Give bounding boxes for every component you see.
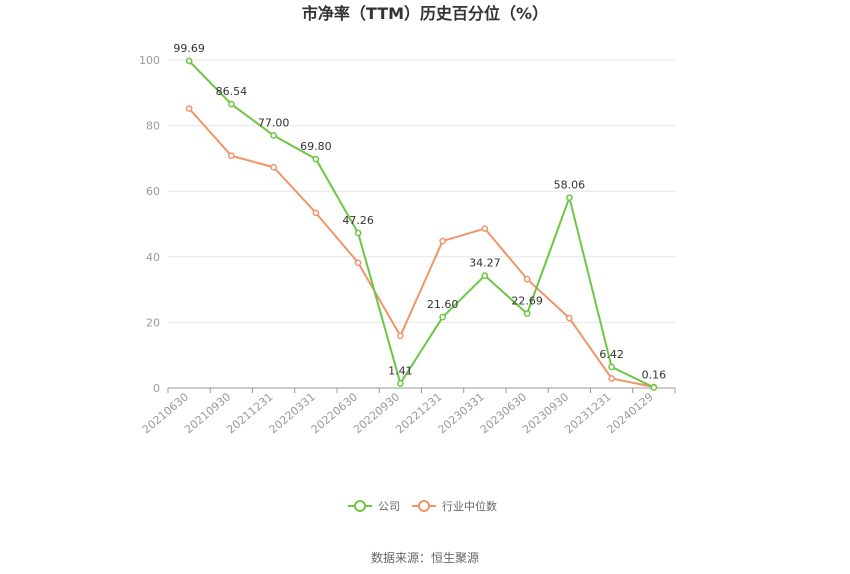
data-point (312, 155, 320, 163)
legend-label: 行业中位数 (442, 499, 497, 513)
y-tick-label: 100 (139, 54, 160, 67)
data-point (228, 152, 235, 160)
data-point (397, 380, 404, 387)
data-point (523, 310, 531, 317)
data-label: 58.06 (554, 179, 586, 192)
data-label: 69.80 (300, 140, 332, 153)
legend-marker (354, 500, 366, 512)
data-label: 22.69 (511, 295, 543, 308)
data-label: 6.42 (599, 348, 624, 361)
data-point (185, 57, 193, 65)
source-note: 数据来源：恒生聚源 (371, 550, 479, 565)
data-point (566, 314, 573, 322)
y-tick-label: 40 (146, 251, 160, 264)
legend-item-company[interactable]: 公司 (348, 500, 400, 513)
series-line-industry-median (188, 107, 655, 388)
y-axis: 0 20 40 60 80 100 (139, 54, 160, 395)
data-point (608, 375, 615, 382)
data-point (354, 229, 362, 237)
data-point (650, 384, 658, 391)
data-label: 1.41 (388, 364, 413, 377)
grid-lines (168, 59, 675, 389)
data-point (397, 332, 404, 340)
data-label: 86.54 (216, 85, 248, 98)
data-point (312, 209, 320, 217)
data-labels: 99.69 86.54 77.00 69.80 47.26 1.41 21.60 34.27 2… (173, 42, 666, 381)
data-point (270, 132, 277, 139)
series-line-company (188, 60, 655, 389)
data-point (481, 272, 489, 279)
data-point (566, 194, 573, 201)
data-label: 77.00 (258, 116, 290, 129)
legend-label: 公司 (378, 500, 400, 513)
data-point (439, 313, 446, 321)
chart-title: 市净率（TTM）历史百分位（%） (302, 4, 548, 23)
y-tick-label: 60 (146, 185, 160, 198)
data-point (354, 259, 362, 267)
data-label: 47.26 (342, 214, 374, 227)
data-point (185, 105, 193, 112)
data-point (439, 237, 446, 245)
data-point (270, 163, 277, 171)
series-layer (185, 57, 658, 391)
data-point (523, 275, 531, 283)
legend[interactable]: 公司 行业中位数 (348, 499, 497, 513)
data-point (228, 100, 235, 108)
data-label: 21.60 (427, 298, 459, 311)
x-tick-label: 20240129 (605, 390, 656, 436)
data-label: 99.69 (173, 42, 205, 55)
data-label: 34.27 (469, 257, 501, 270)
y-tick-label: 0 (153, 382, 160, 395)
y-tick-label: 20 (146, 316, 160, 329)
x-axis: 2021063020210930202112312022033120220630… (140, 388, 676, 436)
y-tick-label: 80 (146, 120, 160, 133)
data-point (608, 363, 615, 371)
legend-item-industry-median[interactable]: 行业中位数 (412, 499, 497, 513)
data-point (481, 225, 489, 232)
data-label: 0.16 (642, 368, 667, 381)
legend-marker (418, 500, 430, 512)
